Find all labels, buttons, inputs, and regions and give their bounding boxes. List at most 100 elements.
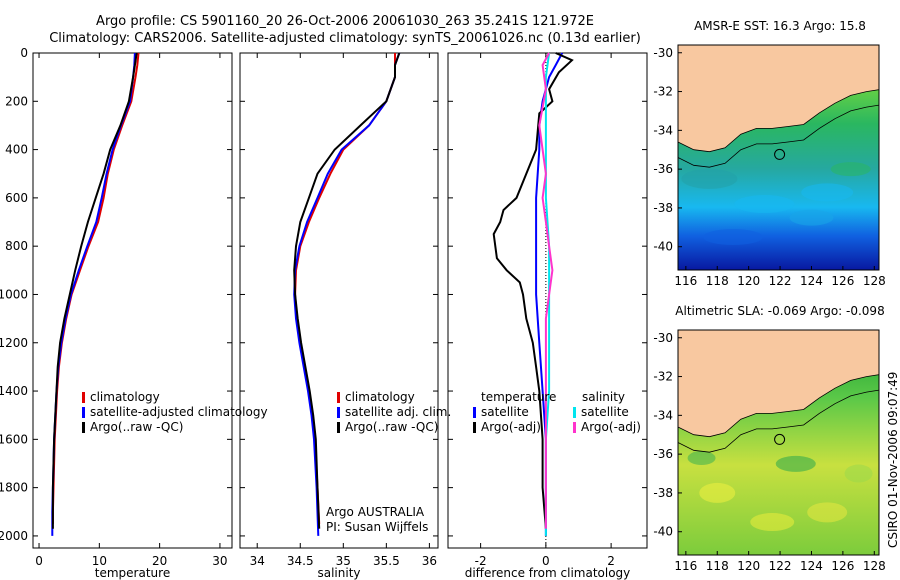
lat-tick-label: -34 [653,408,673,422]
ocean-feature [844,464,873,483]
ocean-feature [734,195,795,214]
x-tick-label: 10 [92,554,107,568]
shelf-contour [677,104,880,168]
legend-swatch [573,422,576,433]
ocean-feature [801,183,854,202]
legend-label: satellite-adjusted climatology [90,405,268,419]
sla-map-title: Altimetric SLA: -0.069 Argo: -0.098 [675,304,885,318]
legend-label: satellite [581,405,629,419]
ocean-feature [807,502,848,523]
x-tick-label: 36 [422,554,437,568]
series-line-2 [51,52,138,529]
lon-tick-label: 124 [800,559,823,573]
series-line-0 [294,53,396,524]
lon-tick-label: 118 [706,559,729,573]
series-line-3 [538,52,554,529]
lon-tick-label: 116 [674,559,697,573]
x-tick-label: -2 [475,554,487,568]
y-tick-label: 200 [5,94,28,108]
lat-tick-label: -30 [653,46,673,60]
figure-title-line1: Argo profile: CS 5901160_20 26-Oct-2006 … [96,14,594,29]
sst-map-title: AMSR-E SST: 16.3 Argo: 15.8 [694,19,866,33]
legend-swatch [82,422,85,433]
y-tick-label: 1400 [0,384,28,398]
legend-label: climatology [90,390,160,404]
map-frame [677,329,880,556]
lon-tick-label: 120 [737,559,760,573]
legend-swatch [473,422,476,433]
y-tick-label: 800 [5,239,28,253]
lat-tick-label: -36 [653,162,673,176]
legend-swatch [337,422,340,433]
lon-tick-label: 126 [831,274,854,288]
legend-swatch [573,407,576,418]
legend-label: satellite [481,405,529,419]
map-frame [677,44,880,271]
shelf-contour [677,389,880,453]
x-tick-label: 0 [542,554,550,568]
ocean-feature [699,482,736,503]
ocean-feature [681,168,738,189]
ocean-feature [789,209,834,226]
legend-label: Argo(..raw -QC) [90,420,183,434]
series-line-1 [293,52,401,536]
lat-tick-label: -38 [653,486,673,500]
plot-frame-2 [447,52,648,549]
ocean-feature [687,451,716,466]
ocean-feature [750,513,795,532]
lon-tick-label: 126 [831,559,854,573]
legend-swatch [82,407,85,418]
x-tick-label: 2 [607,554,615,568]
argo-float-marker [774,148,786,160]
legend-swatch [337,392,340,403]
argo-float-marker [774,433,786,445]
csiro-credit: CSIRO 01-Nov-2006 09:07:49 [886,371,900,548]
x-tick-label: 34.5 [287,554,314,568]
x-axis-label: temperature [95,566,170,580]
series-line-1 [492,52,574,529]
ocean-feature [702,229,763,246]
lon-tick-label: 118 [706,274,729,288]
lon-tick-label: 124 [800,274,823,288]
lon-tick-label: 116 [674,274,697,288]
y-tick-label: 0 [20,46,28,60]
lat-tick-label: -40 [653,525,673,539]
lon-tick-label: 128 [863,559,886,573]
x-tick-label: 20 [152,554,167,568]
y-tick-label: 1800 [0,481,28,495]
y-tick-label: 400 [5,143,28,157]
series-line-2 [293,52,401,529]
legend-label: climatology [345,390,415,404]
pi-annotation: Argo AUSTRALIA [326,505,425,519]
lon-tick-label: 122 [769,274,792,288]
legend-heading: temperature [481,390,556,404]
lon-tick-label: 120 [737,274,760,288]
x-tick-label: 35 [336,554,351,568]
y-tick-label: 1600 [0,432,28,446]
y-tick-label: 600 [5,191,28,205]
y-tick-label: 1200 [0,336,28,350]
lon-tick-label: 128 [863,274,886,288]
series-line-0 [51,52,140,524]
pi-annotation: PI: Susan Wijffels [326,520,428,534]
y-tick-label: 1000 [0,287,28,301]
lat-tick-label: -36 [653,447,673,461]
y-tick-label: 2000 [0,529,28,543]
legend-label: Argo(-adj) [481,420,541,434]
legend-swatch [82,392,85,403]
lat-tick-label: -32 [653,370,673,384]
x-tick-label: 34 [250,554,265,568]
x-axis-label: difference from climatology [465,566,631,580]
lat-tick-label: -30 [653,331,673,345]
lat-tick-label: -34 [653,123,673,137]
x-tick-label: 30 [212,554,227,568]
lat-tick-label: -40 [653,240,673,254]
legend-swatch [473,407,476,418]
ocean-feature [775,455,816,472]
figure-title-line2: Climatology: CARS2006. Satellite-adjuste… [49,31,641,46]
legend-label: Argo(..raw -QC) [345,420,438,434]
legend-swatch [337,407,340,418]
legend-label: satellite adj. clim. [345,405,451,419]
ocean-feature [830,162,871,177]
